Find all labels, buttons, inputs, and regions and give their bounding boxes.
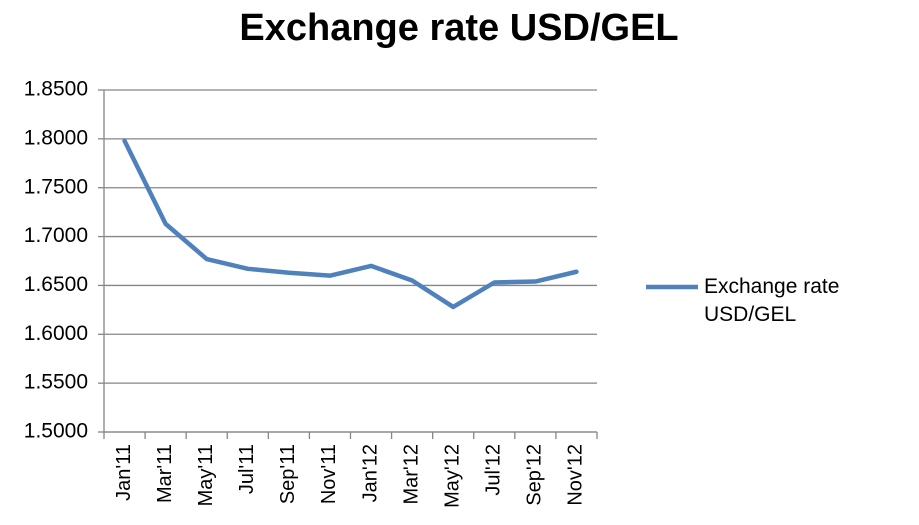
x-tick-label: Jul'11 xyxy=(236,444,258,494)
y-tick-label: 1.8000 xyxy=(24,126,88,149)
x-tick-label: May'12 xyxy=(441,444,463,508)
y-tick-label: 1.6500 xyxy=(24,273,88,296)
line-series xyxy=(122,138,579,310)
y-tick-label: 1.7000 xyxy=(24,224,88,247)
x-tick-label: Sep'12 xyxy=(524,444,546,506)
x-tick-label: May'11 xyxy=(195,444,217,506)
x-tick-label: Sep'11 xyxy=(277,444,299,504)
x-tick-label: Jan'11 xyxy=(113,444,135,501)
chart-title: Exchange rate USD/GEL xyxy=(239,7,678,49)
x-tick-label: Nov'11 xyxy=(318,444,340,504)
y-tick-label: 1.5000 xyxy=(24,420,88,443)
x-tick-label: Jan'12 xyxy=(359,444,381,502)
y-tick-label: 1.5500 xyxy=(24,371,88,394)
x-tick-label: Mar'12 xyxy=(400,444,422,505)
y-tick-label: 1.7500 xyxy=(24,175,88,198)
x-tick-label: Nov'12 xyxy=(565,444,587,506)
legend-label: Exchange rate USD/GEL xyxy=(704,275,840,326)
x-tick-label: Jul'12 xyxy=(483,444,505,496)
y-tick-label: 1.8500 xyxy=(24,78,88,101)
x-tick-label: Mar'11 xyxy=(154,444,176,503)
y-tick-label: 1.6000 xyxy=(24,322,88,345)
